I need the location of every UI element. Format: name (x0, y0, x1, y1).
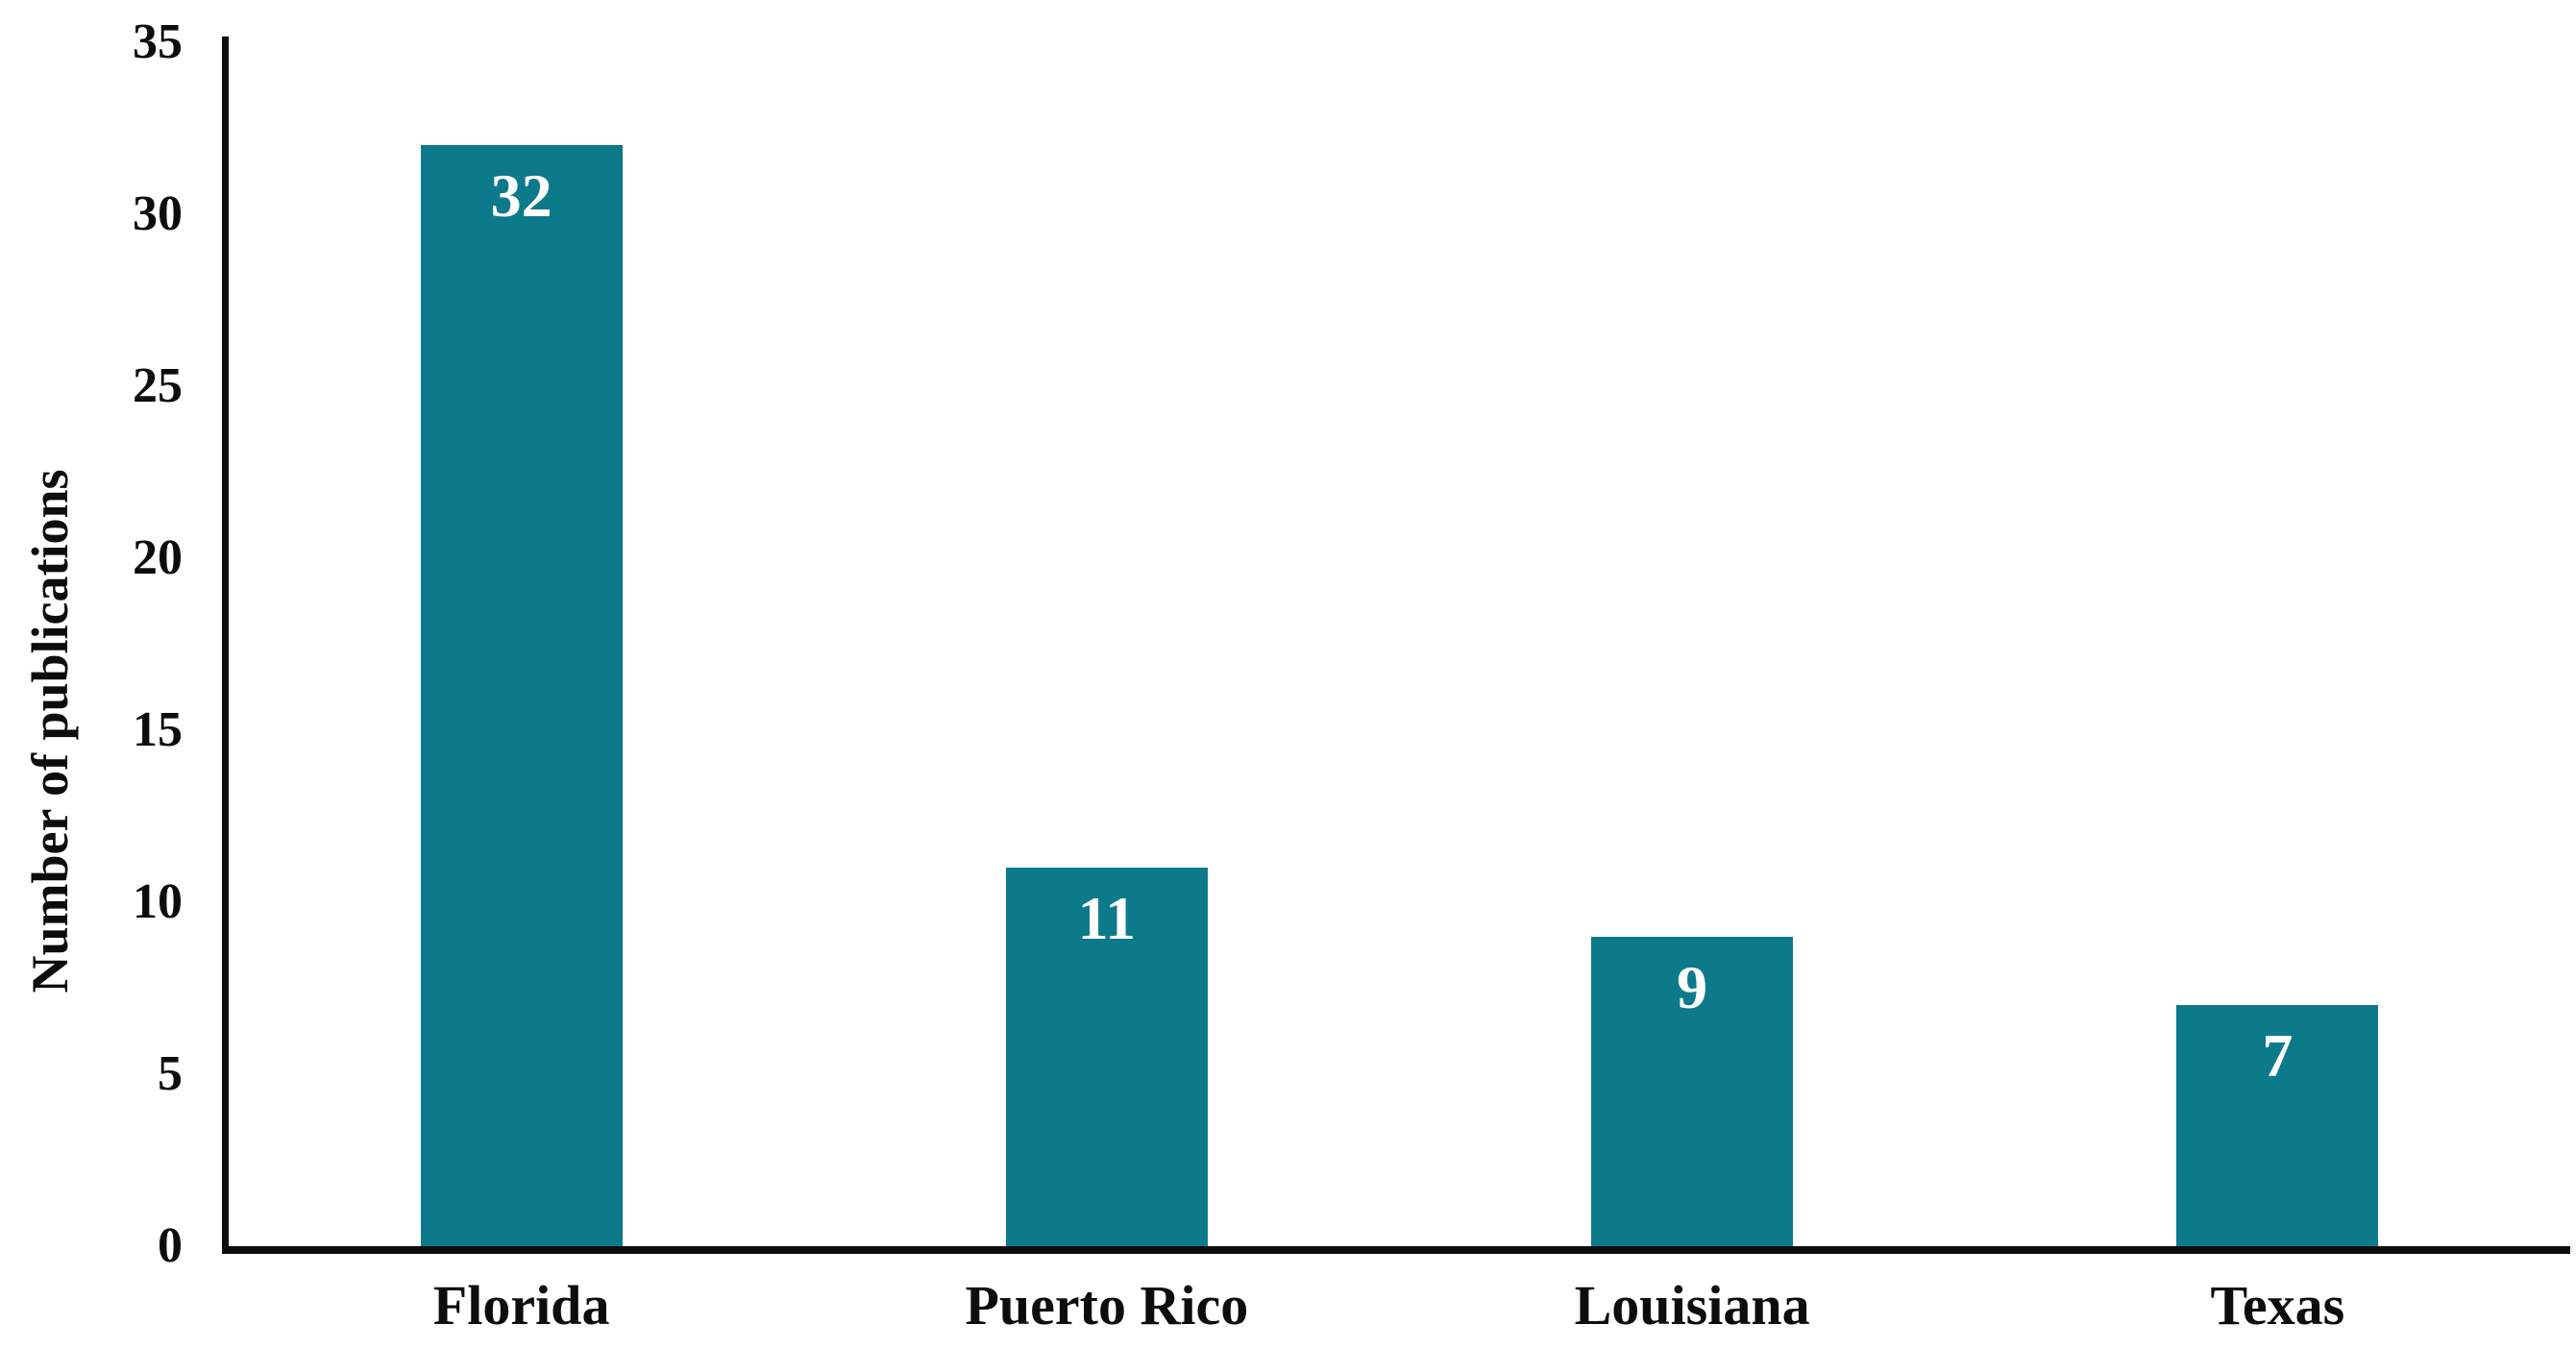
bar-louisiana: 9 (1591, 936, 1794, 1246)
y-tick-label: 10 (133, 874, 183, 929)
bar-value-label: 7 (2262, 1021, 2294, 1091)
y-axis-line (222, 37, 229, 1253)
x-axis-line (222, 1246, 2570, 1254)
bar-texas: 7 (2176, 1005, 2379, 1246)
bar-value-label: 32 (490, 161, 552, 231)
y-tick-label: 5 (158, 1046, 183, 1101)
y-tick-label: 35 (133, 14, 183, 69)
y-tick-label: 0 (158, 1218, 183, 1273)
y-tick-label: 20 (133, 530, 183, 585)
x-category-label-florida: Florida (432, 1274, 610, 1337)
y-tick-label: 15 (133, 702, 183, 757)
y-tick-label: 30 (133, 186, 183, 241)
bar-florida: 32 (420, 145, 623, 1246)
bar-puerto-rico: 11 (1005, 868, 1208, 1246)
x-category-label-puerto-rico: Puerto Rico (965, 1274, 1249, 1337)
x-category-label-louisiana: Louisiana (1574, 1274, 1810, 1337)
bar-value-label: 11 (1077, 884, 1137, 953)
bar-value-label: 9 (1677, 952, 1708, 1021)
y-tick-label: 25 (133, 358, 183, 413)
x-category-label-texas: Texas (2210, 1274, 2345, 1337)
